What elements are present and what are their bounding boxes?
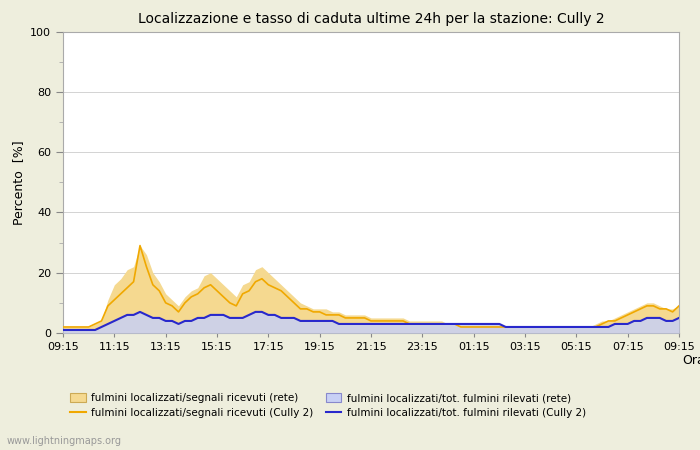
Y-axis label: Percento  [%]: Percento [%] bbox=[12, 140, 24, 225]
Text: Orario: Orario bbox=[682, 354, 700, 367]
Title: Localizzazione e tasso di caduta ultime 24h per la stazione: Cully 2: Localizzazione e tasso di caduta ultime … bbox=[138, 12, 604, 26]
Legend: fulmini localizzati/segnali ricevuti (rete), fulmini localizzati/segnali ricevut: fulmini localizzati/segnali ricevuti (re… bbox=[70, 393, 586, 418]
Text: www.lightningmaps.org: www.lightningmaps.org bbox=[7, 436, 122, 446]
